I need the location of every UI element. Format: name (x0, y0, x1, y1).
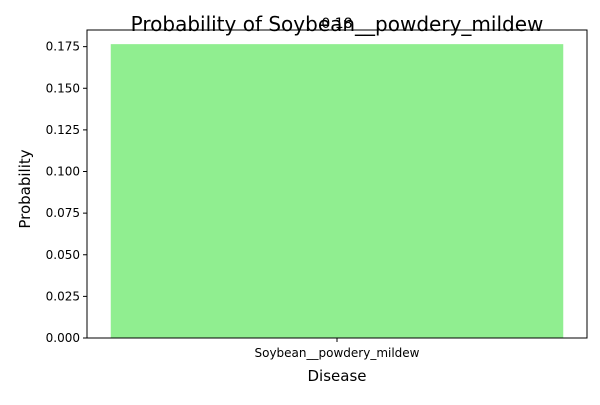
y-tick-label: 0.025 (46, 289, 80, 303)
y-tick-label: 0.125 (46, 123, 80, 137)
y-tick-label: 0.050 (46, 248, 80, 262)
y-tick-label: 0.150 (46, 81, 80, 95)
x-axis: Soybean__powdery_mildew (255, 338, 420, 360)
y-tick-label: 0.100 (46, 165, 80, 179)
y-axis: 0.000 0.025 0.050 0.075 0.100 0.125 0.150 0.175 (46, 40, 87, 345)
bar-value-label: 0.18 (321, 16, 352, 32)
y-tick-label: 0.075 (46, 206, 80, 220)
plot-area: 0.18 (110, 16, 564, 338)
chart-title: Probability of Soybean__powdery_mildew (131, 12, 544, 36)
y-tick-label: 0.175 (46, 40, 80, 54)
x-axis-label: Disease (308, 367, 367, 385)
y-tick-label: 0.000 (46, 331, 80, 345)
bar (110, 44, 564, 338)
x-tick-label: Soybean__powdery_mildew (255, 346, 420, 360)
y-axis-label: Probability (16, 149, 34, 228)
